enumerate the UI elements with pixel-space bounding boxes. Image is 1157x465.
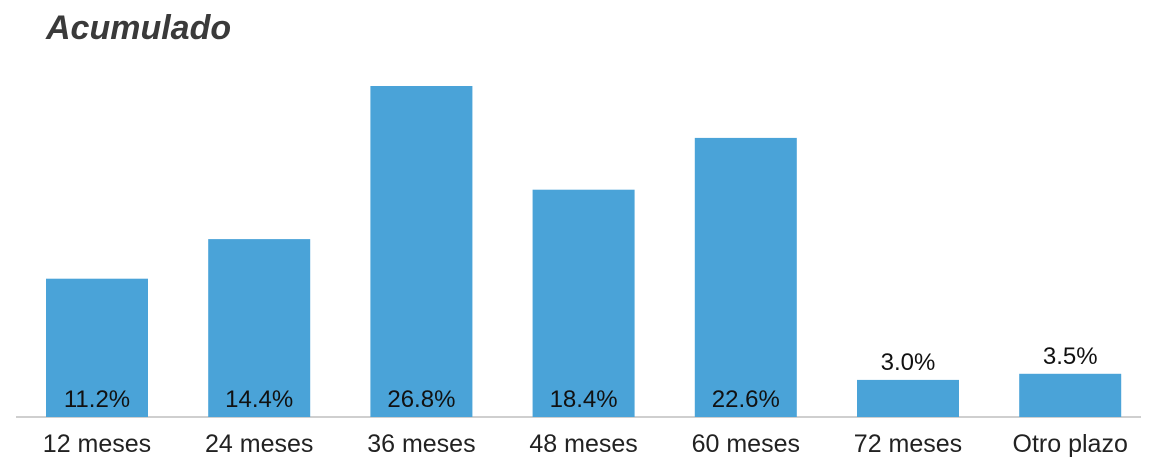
value-label-otro-plazo: 3.5% (1043, 343, 1098, 370)
bar-48-meses (532, 189, 635, 417)
category-label-72-meses: 72 meses (854, 430, 962, 458)
value-label-36-meses: 26.8% (387, 386, 455, 413)
value-label-72-meses: 3.0% (881, 349, 936, 376)
category-label-48-meses: 48 meses (529, 430, 637, 458)
category-label-60-meses: 60 meses (692, 430, 800, 458)
category-label-otro-plazo: Otro plazo (1013, 430, 1128, 458)
bar-24-meses (208, 239, 311, 417)
category-label-24-meses: 24 meses (205, 430, 313, 458)
bar-36-meses (370, 86, 473, 417)
chart-title: Acumulado (46, 9, 232, 47)
bar-72-meses (857, 379, 959, 417)
value-label-24-meses: 14.4% (225, 386, 293, 413)
value-label-48-meses: 18.4% (550, 386, 618, 413)
bar-otro-plazo (1019, 373, 1122, 417)
bar-12-meses (46, 278, 148, 417)
category-label-36-meses: 36 meses (367, 430, 475, 458)
value-label-60-meses: 22.6% (712, 386, 780, 413)
bar-60-meses (694, 137, 797, 417)
category-label-12-meses: 12 meses (43, 430, 151, 458)
value-label-12-meses: 11.2% (64, 386, 130, 413)
